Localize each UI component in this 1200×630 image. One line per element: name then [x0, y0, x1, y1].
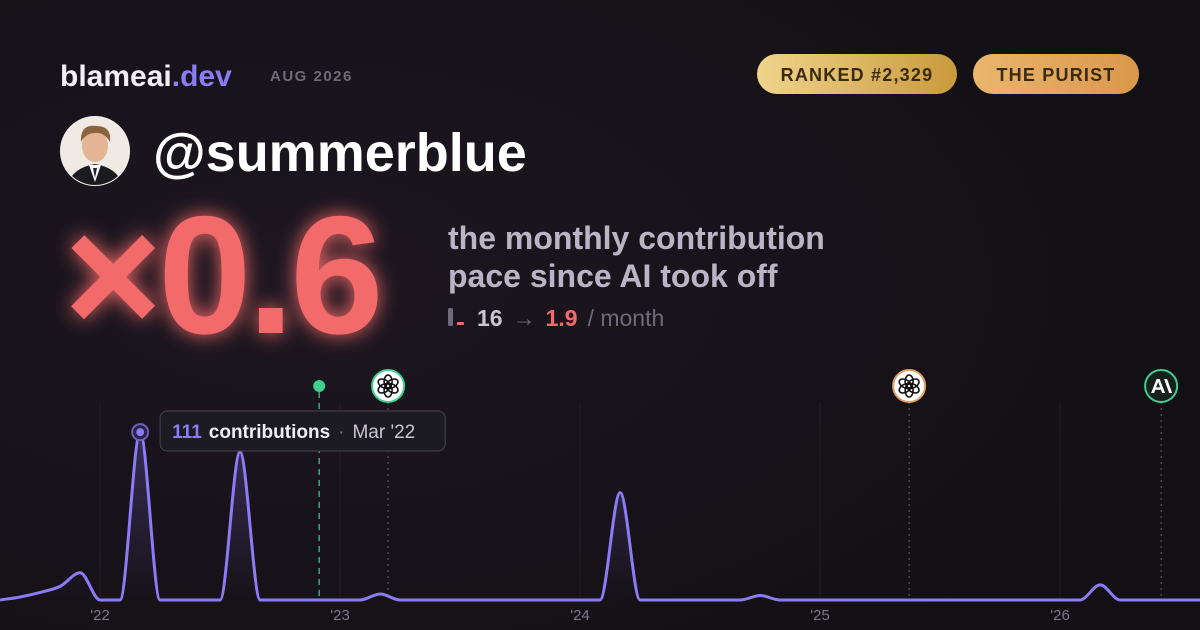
- release-icon: [892, 369, 927, 403]
- icon-glyph: [1151, 379, 1173, 393]
- description: pace since AI took off: [448, 258, 778, 294]
- pace-after: 1.9: [546, 305, 578, 331]
- handle: @summerblue: [153, 123, 527, 183]
- pace-icon: [448, 308, 464, 326]
- x-tick-label: '25: [810, 607, 830, 624]
- release-icon: [371, 369, 406, 403]
- tooltip-sep: ·: [338, 422, 344, 443]
- x-tick-label: '23: [330, 607, 350, 624]
- multiplier: ×0.6: [64, 181, 380, 369]
- tooltip-value: 111: [172, 422, 202, 443]
- icon-petal: [377, 378, 391, 390]
- icon-ring: [371, 369, 406, 403]
- badge: [757, 54, 957, 94]
- release-icon: [1144, 369, 1179, 403]
- hover-dot: [136, 428, 145, 437]
- pace: 16 → 1.9 / month: [477, 305, 664, 331]
- pace-arrow: →: [513, 305, 536, 331]
- x-tick-label: '22: [90, 607, 110, 624]
- tooltip-label: contributions: [209, 422, 330, 443]
- ai-takeoff-dot: [313, 380, 326, 392]
- brand: blameai.dev: [60, 60, 232, 93]
- x-tick-label: '24: [570, 607, 590, 624]
- tooltip-date: Mar '22: [352, 422, 415, 443]
- chart: '22 '23 '24 '25 '26 111 contributions · Mar '22: [0, 369, 1200, 624]
- brand-suffix: .dev: [172, 60, 232, 93]
- icon-petal: [898, 378, 912, 390]
- pace-unit: / month: [588, 305, 665, 331]
- tooltip-box: [159, 410, 446, 452]
- tooltip-text: 111 contributions · Mar '22: [172, 422, 415, 443]
- badge-text: THE PURIST: [996, 65, 1115, 85]
- brand-name: blameai: [60, 60, 172, 93]
- description: the monthly contribution: [448, 220, 825, 256]
- badge-text: RANKED #2,329: [781, 65, 934, 85]
- pace-before: 16: [477, 305, 503, 331]
- line: [0, 430, 1200, 602]
- x-tick-label: '26: [1050, 607, 1070, 624]
- line-area: [0, 432, 1200, 600]
- badge: [973, 54, 1139, 94]
- icon-ring: [892, 369, 927, 403]
- period: AUG 2026: [270, 68, 353, 85]
